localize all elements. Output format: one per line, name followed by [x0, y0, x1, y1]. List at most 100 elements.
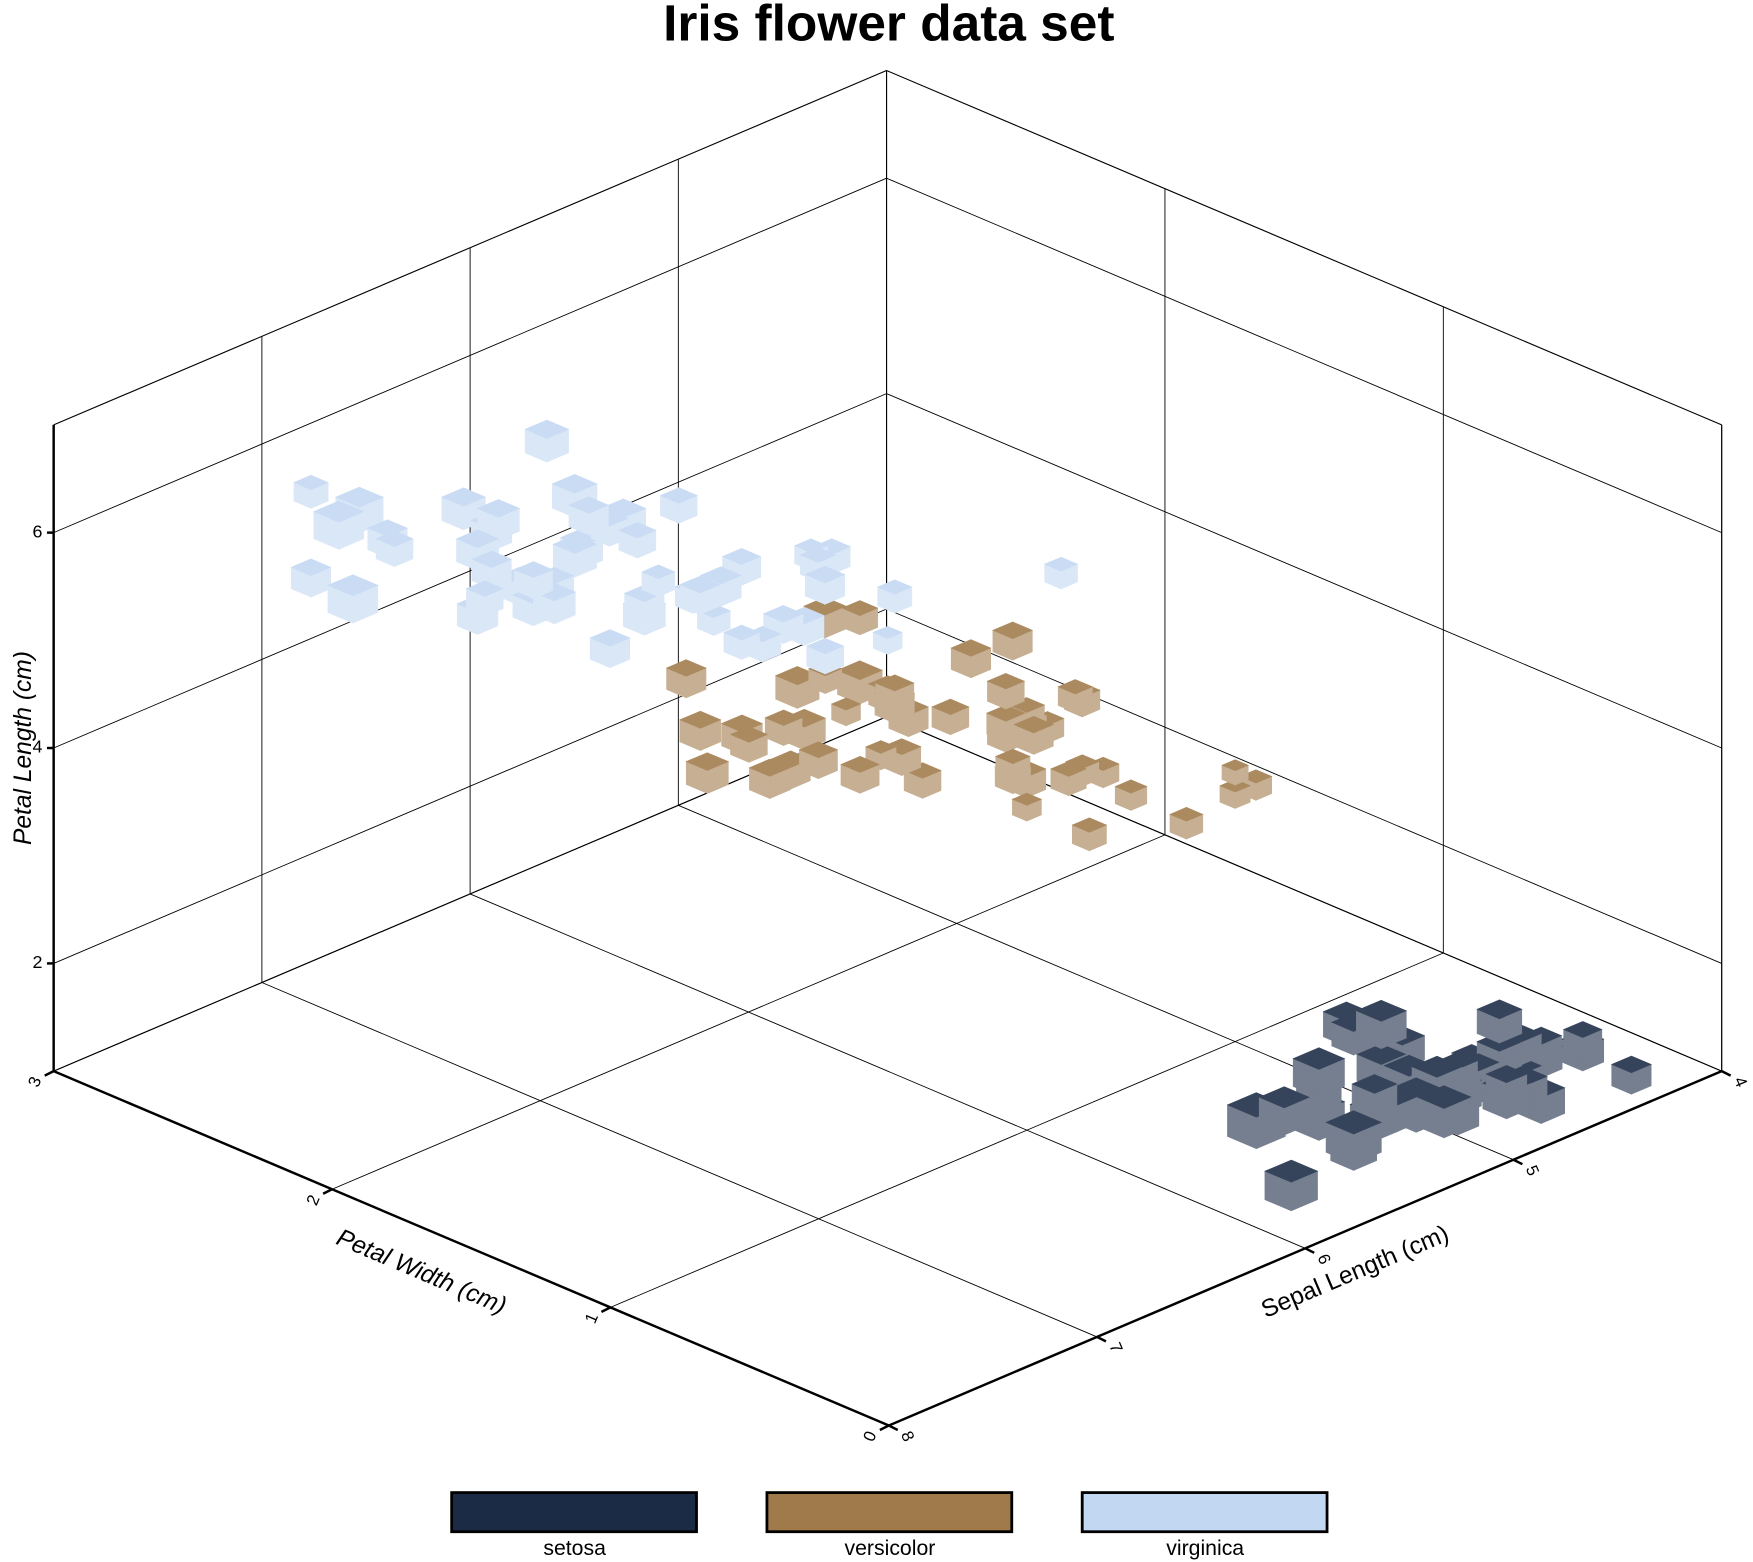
data-cube — [1292, 1047, 1346, 1098]
data-cube — [931, 698, 970, 736]
cube-face-top — [986, 673, 1026, 690]
data-cube — [465, 580, 504, 617]
cube-face-top — [1355, 999, 1408, 1022]
y-tick-label: 3 — [24, 1074, 45, 1090]
data-cube — [721, 548, 762, 586]
data-cube — [798, 741, 839, 780]
cube-face-top — [465, 580, 504, 597]
cube-face-top — [836, 660, 883, 681]
legend-swatch — [765, 1491, 1014, 1534]
cube-face-top — [293, 474, 329, 491]
y-tick-label: 0 — [859, 1428, 880, 1444]
data-cube — [1610, 1055, 1652, 1095]
grid-line — [469, 893, 1306, 1249]
data-cube — [589, 629, 631, 669]
cube-face-top — [1356, 1043, 1407, 1065]
cube-face-top — [699, 566, 743, 585]
x-tick-label: 5 — [1522, 1162, 1543, 1178]
cube-face-top — [685, 752, 730, 771]
z-tick-label: 4 — [33, 737, 43, 757]
cube-face-top — [552, 534, 598, 554]
y-tick — [600, 1306, 611, 1313]
data-cube — [986, 673, 1026, 710]
data-cube — [1476, 999, 1523, 1044]
data-cube — [679, 710, 722, 752]
cube-face-top — [799, 547, 837, 563]
data-cube — [994, 748, 1031, 783]
data-cube — [327, 574, 379, 624]
data-cube — [830, 697, 862, 727]
cube-face-top — [1610, 1055, 1652, 1074]
data-cube — [375, 530, 414, 567]
cube-face-top — [804, 565, 846, 584]
y-axis-label: Petal Width (cm) — [333, 1224, 511, 1320]
cube-face-top — [1562, 1021, 1603, 1038]
data-cube — [729, 726, 769, 763]
data-cube — [840, 755, 880, 794]
cube-face-top — [1416, 1085, 1472, 1109]
cube-face-top — [524, 419, 570, 439]
cube-face-top — [1485, 1065, 1528, 1084]
cube-face-top — [748, 758, 791, 777]
data-cube — [696, 603, 731, 636]
cube-face-top — [290, 558, 332, 576]
legend-swatch — [1080, 1491, 1329, 1534]
cube-face-top — [476, 499, 521, 518]
data-cube — [1071, 817, 1108, 852]
cube-face-top — [721, 548, 762, 565]
cube-face-top — [723, 624, 761, 641]
data-cube — [1258, 1086, 1310, 1136]
cube-face-top — [764, 709, 803, 726]
cube-face-top — [665, 659, 707, 677]
cube-face-top — [803, 596, 847, 616]
cube-face-top — [1351, 1074, 1398, 1094]
grid-line — [53, 608, 887, 964]
data-cube — [293, 474, 329, 509]
cube-face-top — [1013, 715, 1055, 734]
data-cube — [992, 621, 1034, 661]
cube-face-top — [950, 639, 992, 657]
data-cube — [1114, 779, 1148, 811]
cube-face-top — [551, 474, 598, 494]
chart-title: Iris flower data set — [663, 0, 1114, 51]
data-cube — [471, 550, 513, 590]
cube-face-top — [1050, 761, 1087, 777]
data-cube — [641, 564, 676, 598]
data-cube — [748, 758, 791, 799]
data-cube — [665, 659, 707, 699]
cube-face-top — [1114, 779, 1148, 794]
cube-face-top — [874, 674, 915, 692]
data-cube — [1416, 1085, 1472, 1139]
cube-face-top — [840, 755, 880, 773]
data-cube — [1355, 999, 1408, 1050]
cube-face-top — [1219, 778, 1251, 793]
cube-face-top — [568, 496, 610, 514]
cube-face-top — [1071, 817, 1108, 833]
x-tick-label: 7 — [1105, 1340, 1126, 1356]
legend-label: setosa — [543, 1536, 606, 1560]
cube-face-top — [335, 486, 384, 508]
data-cube — [804, 565, 846, 605]
x-tick — [1721, 1070, 1732, 1077]
y-tick-label: 2 — [303, 1192, 324, 1208]
cube-face-top — [1411, 1055, 1463, 1078]
z-tick-label: 2 — [33, 952, 43, 972]
cube-face-top — [659, 487, 698, 504]
data-cube — [1169, 806, 1204, 840]
legend-label: versicolor — [844, 1536, 935, 1560]
cube-face-top — [679, 710, 722, 729]
cube-face-top — [986, 704, 1026, 722]
grid-line — [53, 716, 887, 1072]
cube-face-top — [865, 740, 897, 754]
cube-face-top — [1264, 1159, 1319, 1183]
cube-face-top — [830, 697, 862, 711]
cube-face-top — [1043, 556, 1079, 572]
data-cube — [874, 674, 915, 713]
data-cube — [1221, 759, 1249, 786]
data-cube — [568, 496, 610, 536]
y-axis — [53, 1069, 890, 1427]
data-cube — [290, 558, 332, 598]
z-axis-label: Petal Length (cm) — [10, 651, 37, 845]
